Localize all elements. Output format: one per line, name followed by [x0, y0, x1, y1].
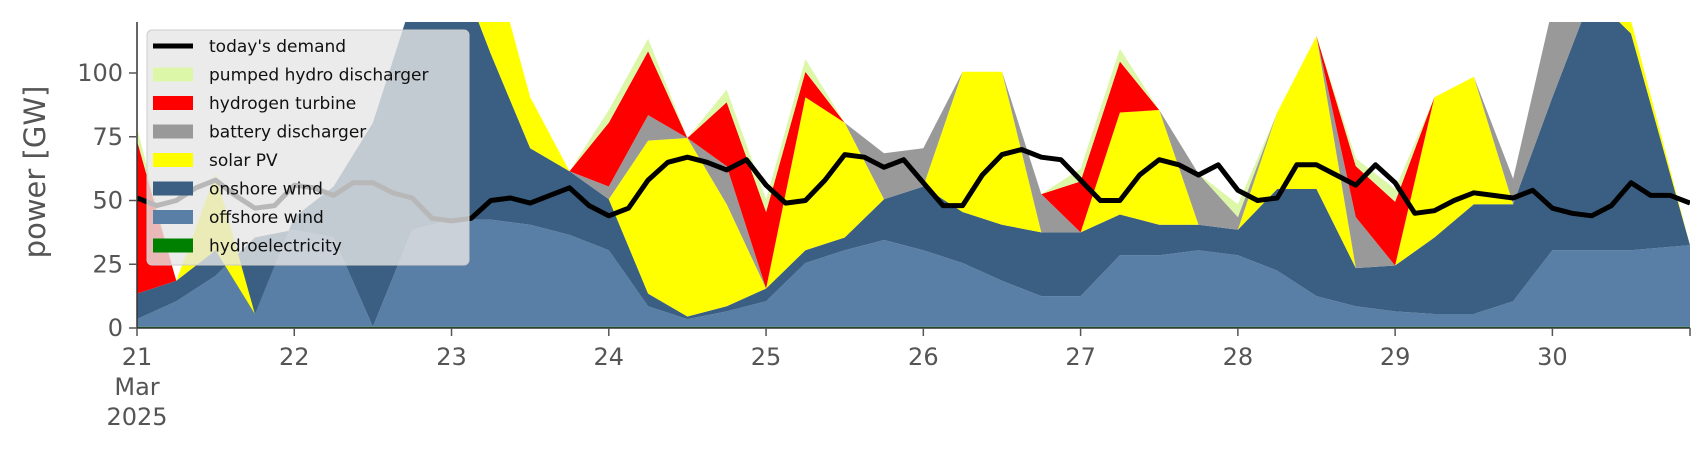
legend-label: hydrogen turbine [209, 94, 356, 114]
legend-label: pumped hydro discharger [209, 66, 428, 86]
x-tick-label: 25 [751, 343, 782, 371]
area-onshore-wind [137, 22, 1690, 327]
legend-label: today's demand [209, 37, 346, 57]
x-tick-sublabel: 2025 [106, 403, 167, 431]
legend: today's demand pumped hydro discharger hyd… [146, 29, 470, 266]
legend-swatch [153, 181, 193, 196]
x-tick-label: 24 [594, 343, 625, 371]
y-axis-label: power [GW] [18, 86, 52, 259]
legend-swatch [153, 153, 193, 167]
legend-swatch [153, 238, 193, 253]
x-tick-label: 26 [908, 343, 939, 371]
y-tick-label: 25 [92, 250, 123, 278]
x-tick-label: 27 [1065, 343, 1096, 371]
legend-label: solar PV [209, 151, 278, 171]
legend-swatch [153, 67, 193, 82]
legend-swatch [153, 124, 193, 139]
area-offshore-wind [137, 219, 1690, 327]
x-tick-label: 22 [279, 343, 310, 371]
x-tick-label: 29 [1380, 343, 1411, 371]
y-tick-label: 50 [92, 187, 123, 215]
legend-label: onshore wind [209, 180, 323, 200]
y-tick-label: 75 [92, 123, 123, 151]
x-tick-sublabel: Mar [114, 373, 159, 401]
area-solar-pv [137, 22, 1690, 317]
y-tick-label: 0 [108, 314, 123, 342]
legend-label: hydroelectricity [209, 237, 342, 257]
legend-swatch [153, 210, 193, 224]
legend-box [146, 29, 470, 266]
legend-label: battery discharger [209, 123, 366, 143]
x-tick-label: 23 [436, 343, 467, 371]
x-tick-label: 21 [122, 343, 153, 371]
legend-label: offshore wind [209, 208, 324, 228]
x-tick-label: 28 [1223, 343, 1254, 371]
x-tick-label: 30 [1537, 343, 1568, 371]
legend-swatch [153, 96, 193, 110]
y-tick-label: 100 [77, 59, 123, 87]
